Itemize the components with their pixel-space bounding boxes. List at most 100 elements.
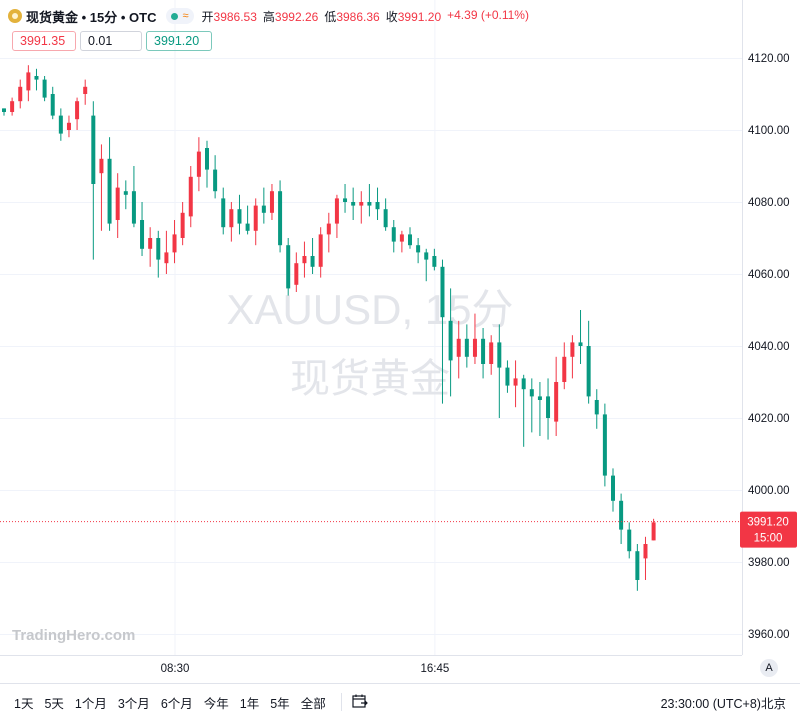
clock-time: 23:30:00 (UTC+8) [660,697,761,711]
quantity-input[interactable]: 0.01 [80,31,142,51]
candle [26,65,31,102]
candle-body [586,346,591,397]
candle-body [627,529,632,552]
candle [58,108,63,141]
range-1y[interactable]: 1年 [239,697,260,711]
candle [205,140,209,188]
bottom-toolbar: 1天 5天 1个月 3个月 6个月 今年 1年 5年 全部 23:30:00 (… [0,683,800,722]
candle [18,79,23,109]
candle-body [91,115,96,184]
price-axis[interactable]: 4120.00 4100.00 4080.00 4060.00 4040.00 4020.… [748,53,790,641]
candle [253,198,258,246]
candle-body [343,198,348,202]
candle-body [140,220,145,249]
price-chart[interactable]: XAUUSD, 15分 现货黄金 4120.00 4100.00 4080.00 40… [0,0,800,683]
time-axis[interactable]: 08:30 16:45 [161,663,450,675]
candle [578,310,583,364]
market-status[interactable]: ≈ [166,8,194,24]
candle-body [75,101,80,120]
candle-body [221,198,226,228]
candle [546,378,551,440]
candle-body [424,252,429,260]
candle [237,194,242,235]
candle [131,166,136,228]
symbol-title[interactable]: 现货黄金 • 15分 • OTC [26,9,157,25]
last-price-label-bg [740,511,797,548]
candle [489,335,494,375]
candle-body [375,202,380,210]
candle-body [326,223,331,235]
candle [107,137,112,231]
price-tick-label: 4000.00 [748,485,790,497]
candle-body [537,396,542,400]
time-tick-label: 16:45 [420,663,449,675]
candle [75,97,80,130]
candle [302,241,307,278]
candle-body [2,108,6,112]
price-change: +4.39 (+0.11%) [447,7,529,22]
ohlc-high: 高3992.26 [262,9,319,24]
candle-body [529,389,534,397]
candle-body [148,238,153,249]
range-5y[interactable]: 5年 [270,697,290,711]
candle [83,79,88,105]
candle-body [229,209,234,228]
auto-scale-button[interactable]: A [760,659,778,677]
candle-body [432,256,437,267]
candle-body [554,382,559,422]
range-6m[interactable]: 6个月 [160,697,193,711]
candle [472,313,477,364]
candle [529,378,534,433]
chart-grid [0,0,742,655]
range-1d[interactable]: 1天 [14,697,34,711]
last-price-label: 3991.20 15:00 [740,511,797,548]
candle-body [131,191,136,224]
candle [196,137,201,192]
range-5d[interactable]: 5天 [44,697,64,711]
candle [570,335,575,379]
tradinghero-logo: TradingHero.com [12,627,135,644]
candle-body [34,76,39,80]
candle-body [115,187,120,220]
candle [2,108,6,116]
candle-body [107,158,112,224]
candle-body [505,367,510,386]
candle [367,184,372,217]
sell-button[interactable]: 3991.35 [12,31,76,51]
candle [537,382,542,436]
range-ytd[interactable]: 今年 [203,697,229,711]
candle-body [464,338,469,357]
candle-body [472,338,477,357]
candle-body [180,212,185,238]
candle [318,227,323,278]
gold-coin-icon [8,9,22,23]
candle-body [172,234,177,253]
timezone-clock[interactable]: 23:30:00 (UTC+8)北京 [661,693,786,712]
candle [278,180,283,253]
toolbar-divider [341,693,342,711]
range-1m[interactable]: 1个月 [74,697,107,711]
candle [164,230,169,274]
candle [619,493,624,544]
candle [408,227,412,249]
candle [91,101,96,260]
candle [156,230,161,278]
range-3m[interactable]: 3个月 [117,697,150,711]
price-tick-label: 4020.00 [748,413,790,425]
delayed-wave-icon: ≈ [182,9,189,22]
candle [221,187,226,235]
go-to-date-icon[interactable] [352,694,368,708]
candle [359,191,364,224]
range-all[interactable]: 全部 [300,697,326,711]
buy-button[interactable]: 3991.20 [146,31,212,51]
candle [99,144,104,231]
candle [50,86,55,120]
candle-body [408,234,412,246]
candle-body [294,263,299,285]
candle [188,166,193,228]
chart-header: 现货黄金 • 15分 • OTC ≈ 开3986.53 高3992.26 低39… [0,0,800,60]
candle-body [391,227,396,242]
candle-body [513,378,518,386]
watermark-symbol: XAUUSD, 15分 [226,286,513,333]
candle [497,324,502,418]
